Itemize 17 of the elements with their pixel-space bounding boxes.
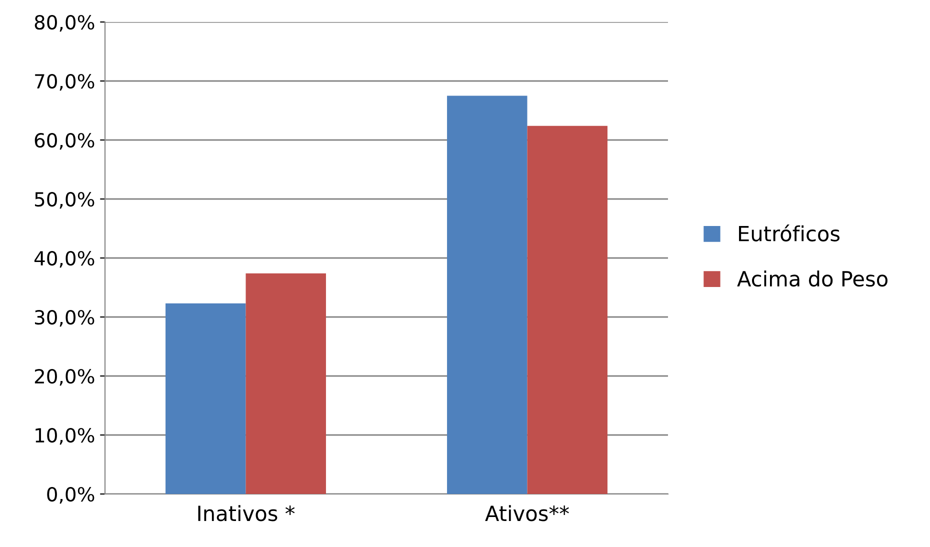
y-tick-label: 0,0% <box>47 486 94 504</box>
y-tick-label: 80,0% <box>34 14 94 32</box>
bar <box>447 96 528 494</box>
y-tick-label: 10,0% <box>36 428 94 445</box>
y-tick-label: 30,0% <box>34 310 94 327</box>
y-tick-label: 60,0% <box>34 132 94 150</box>
legend-label: Acima do Peso <box>737 270 888 287</box>
legend-label: Eutróficos <box>739 224 840 242</box>
y-tick-label: 70,0% <box>35 74 94 91</box>
x-tick-label: Ativos** <box>485 505 569 522</box>
y-tick-label: 50,0% <box>35 192 94 209</box>
bar <box>527 126 608 494</box>
x-tick-label: Inativos * <box>198 505 295 522</box>
y-tick-label: 40,0% <box>34 250 94 268</box>
bar <box>246 273 326 494</box>
bar <box>166 303 246 494</box>
y-tick-label: 20,0% <box>34 368 94 386</box>
